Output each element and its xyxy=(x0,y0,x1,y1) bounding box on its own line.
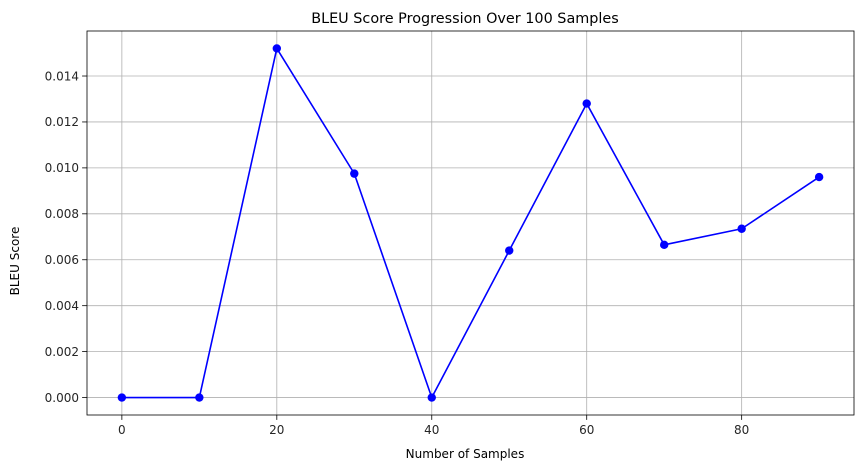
y-tick-label: 0.012 xyxy=(45,115,79,129)
series-line xyxy=(121,47,820,399)
y-tick-label: 0.014 xyxy=(45,69,79,83)
y-axis-label: BLEU Score xyxy=(8,227,22,296)
series-layer xyxy=(117,44,824,402)
axes-frame xyxy=(86,30,855,416)
data-point xyxy=(272,44,282,53)
y-tick-label: 0.000 xyxy=(45,391,79,405)
x-tick-label: 60 xyxy=(579,423,594,437)
data-point xyxy=(505,246,514,255)
chart-title: BLEU Score Progression Over 100 Samples xyxy=(311,11,619,27)
x-axis-label: Number of Samples xyxy=(406,447,525,461)
data-point xyxy=(195,393,204,402)
x-tick-label: 0 xyxy=(118,423,126,437)
y-tick-label: 0.004 xyxy=(45,299,79,313)
tick-layer: 0 20 40 60 80 0.000 0.002 0.004 0.006 0.008 0.010 0… xyxy=(45,69,750,437)
grid-layer xyxy=(87,31,854,415)
data-point xyxy=(427,393,436,402)
x-tick-label: 20 xyxy=(269,423,284,437)
data-point xyxy=(582,99,591,108)
y-tick-label: 0.002 xyxy=(45,345,79,359)
y-tick-label: 0.010 xyxy=(45,161,79,175)
data-point xyxy=(659,240,669,250)
plot-frame xyxy=(86,30,855,416)
x-tick-label: 40 xyxy=(424,423,439,437)
data-point xyxy=(117,393,127,402)
data-point xyxy=(350,169,359,178)
y-tick-label: 0.006 xyxy=(45,253,79,267)
y-tick-label: 0.008 xyxy=(45,207,79,221)
x-tick-label: 80 xyxy=(734,423,749,437)
data-point xyxy=(737,224,746,233)
data-point xyxy=(814,172,824,182)
